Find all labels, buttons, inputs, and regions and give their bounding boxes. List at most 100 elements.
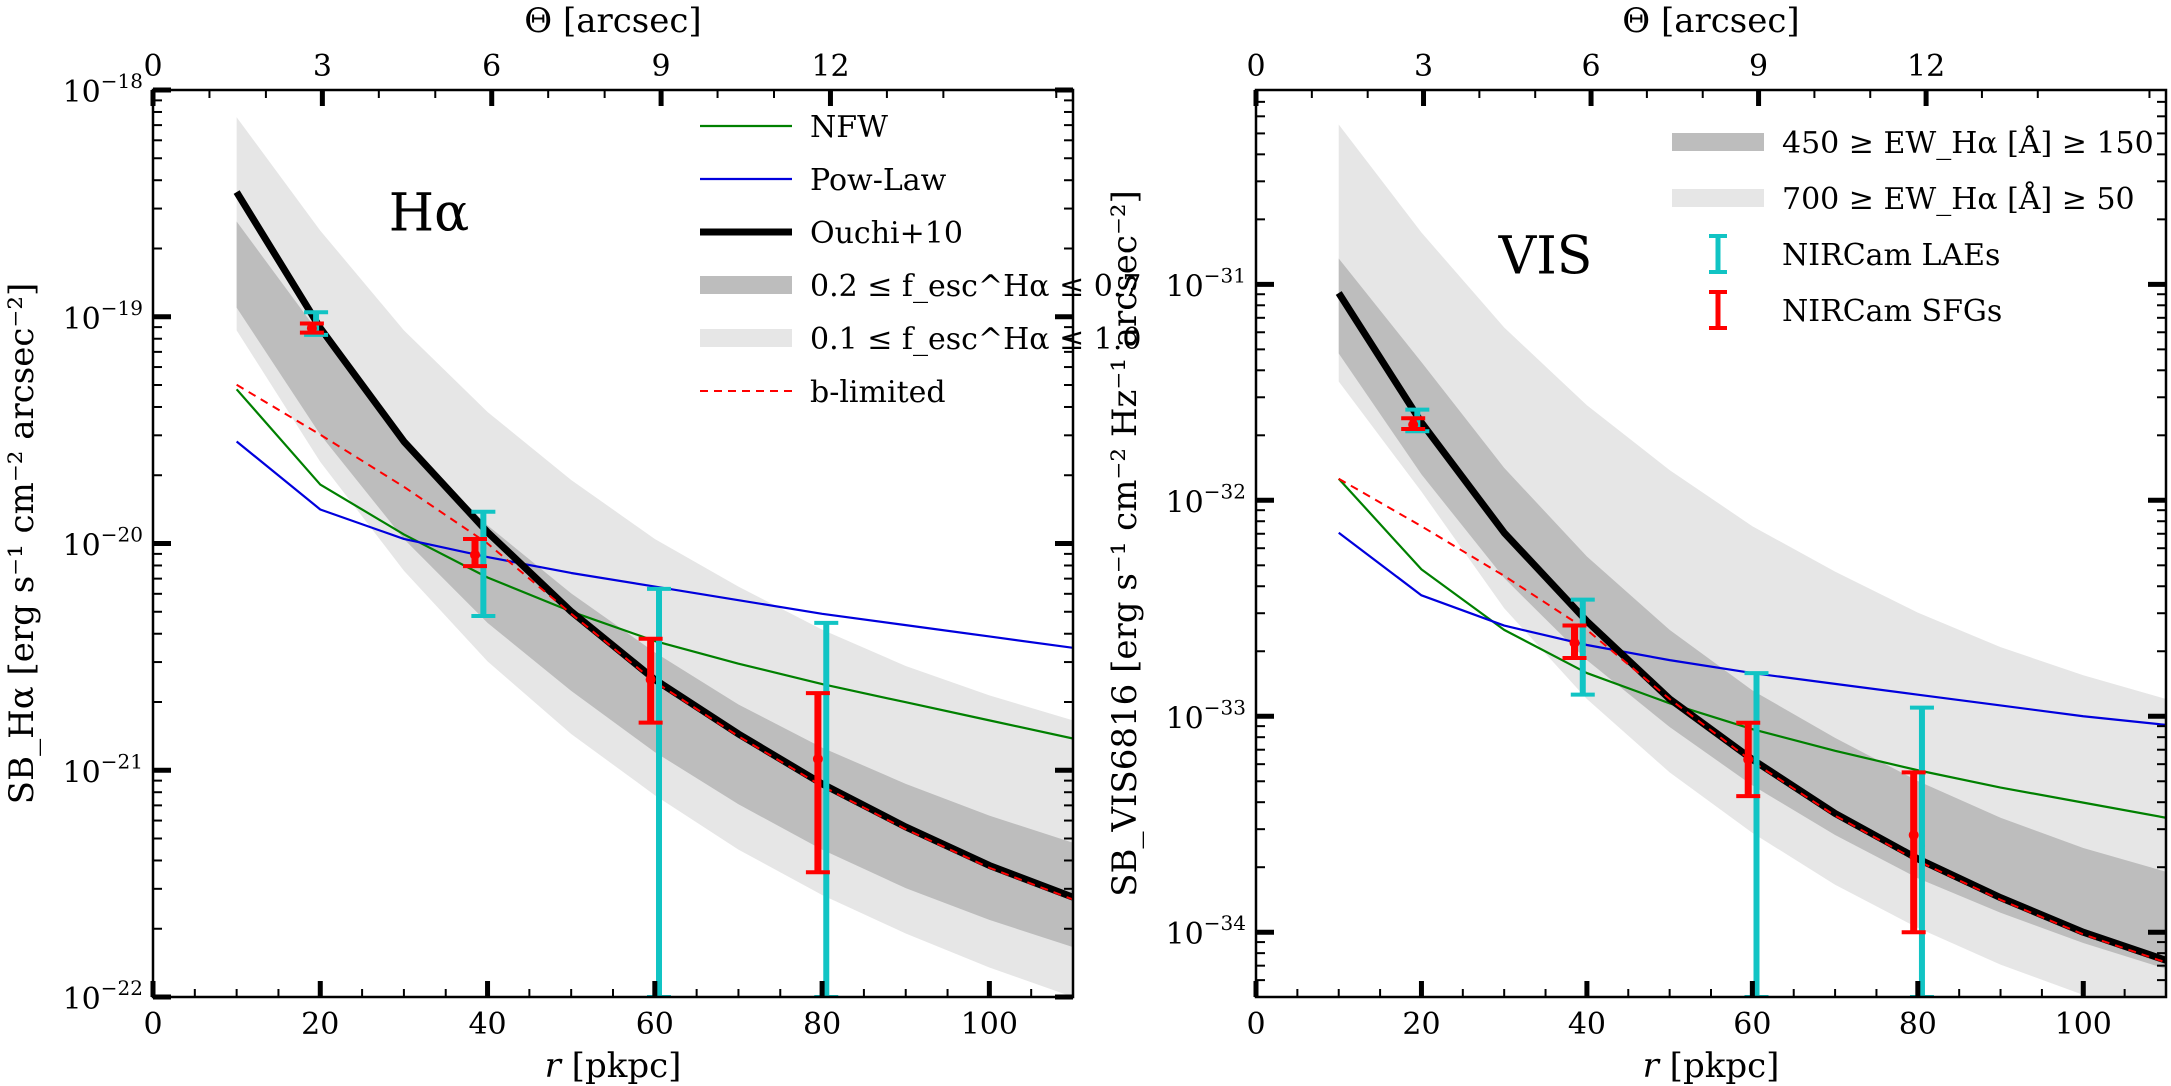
y-tick-label: 10−32: [1166, 479, 1246, 520]
y-tick-exponent: −21: [101, 749, 143, 773]
y-tick-label: 10−22: [63, 976, 143, 1017]
x-tick-label: 40: [1568, 1007, 1606, 1042]
y-tick-label: 10−34: [1166, 911, 1246, 952]
plot-area: [1335, 124, 2166, 997]
y-tick-base: 10: [63, 302, 101, 337]
y-tick-exponent: −22: [101, 976, 143, 1000]
legend-swatch: [1672, 133, 1764, 151]
errorbar-lae: [1570, 597, 1595, 697]
errorbar-point: [1408, 419, 1419, 430]
top-tick-label: 9: [1749, 49, 1768, 84]
x-tick-label: 60: [1733, 1007, 1771, 1042]
x-tick-label: 0: [143, 1007, 162, 1042]
x-tick-label: 80: [803, 1007, 841, 1042]
y-tick-label: 10−18: [63, 69, 143, 110]
y-axis-label: SB_VIS6816 [erg s⁻¹ cm⁻² Hz⁻¹ arcsec⁻²]: [1105, 190, 1145, 897]
y-tick-label: 10−20: [63, 523, 143, 564]
legend-label: 0.2 ≤ f_esc^Hα ≤ 0.7: [810, 269, 1141, 304]
series-line-b-limited: [1338, 477, 2166, 964]
y-tick-exponent: −20: [101, 523, 143, 547]
errorbar-point: [812, 753, 823, 764]
errorbar-sfg: [299, 321, 324, 335]
x-axis-unit: [pkpc]: [1659, 1046, 1780, 1086]
y-tick-base: 10: [63, 75, 101, 110]
legend-label: 0.1 ≤ f_esc^Hα ≤ 1.0: [810, 322, 1141, 357]
errorbar-point: [470, 549, 480, 560]
legend-label: 700 ≥ EW_Hα [Å] ≥ 50: [1782, 181, 2135, 217]
x-tick-label: 0: [1246, 1007, 1265, 1042]
errorbar-point: [1569, 637, 1580, 648]
legend-swatch: [1672, 189, 1764, 207]
errorbar-point: [656, 676, 662, 683]
legend-label: NIRCam SFGs: [1782, 294, 2002, 329]
legend-label: Ouchi+10: [810, 216, 963, 251]
series-line-nfw: [235, 388, 1073, 740]
top-tick-label: 9: [652, 49, 671, 84]
legend-label: b-limited: [810, 375, 946, 410]
x-tick-label: 100: [2055, 1007, 2112, 1042]
y-tick-exponent: −18: [101, 69, 143, 93]
errorbar-lae: [647, 586, 671, 997]
y-tick-label: 10−33: [1166, 695, 1246, 736]
y-axis-label: SB_Hα [erg s⁻¹ cm⁻² arcsec⁻²]: [2, 283, 42, 804]
band-1: [236, 221, 1073, 948]
y-tick-label: 10−31: [1166, 263, 1246, 304]
panel-annotation: Hα: [389, 184, 469, 244]
band-1: [1338, 258, 2166, 969]
legend-label: 450 ≥ EW_Hα [Å] ≥ 150: [1782, 125, 2154, 161]
legend-item: NIRCam SFGs: [1709, 290, 2002, 330]
errorbar-sfg: [1562, 623, 1587, 660]
legend-label: NIRCam LAEs: [1782, 238, 2000, 273]
top-tick-label: 6: [1581, 49, 1600, 84]
x-tick-label: 100: [961, 1007, 1018, 1042]
top-tick-label: 0: [1246, 49, 1265, 84]
y-tick-base: 10: [63, 982, 101, 1017]
plot-area: [233, 117, 1073, 997]
y-tick-base: 10: [63, 529, 101, 564]
x-tick-label: 40: [468, 1007, 506, 1042]
errorbar-sfg: [1736, 720, 1761, 799]
top-tick-label: 3: [313, 49, 332, 84]
legend-item: Pow-Law: [700, 163, 947, 198]
legend-swatch: [700, 329, 792, 347]
errorbar-sfg: [805, 691, 830, 875]
y-tick-exponent: −31: [1204, 263, 1246, 287]
legend-label: NFW: [810, 110, 888, 145]
y-tick-base: 10: [1166, 917, 1204, 952]
y-tick-base: 10: [1166, 269, 1204, 304]
x-axis-label: r [pkpc]: [545, 1046, 682, 1086]
x-axis-var: r: [1643, 1046, 1661, 1086]
errorbar-point: [645, 674, 656, 685]
x-tick-label: 60: [636, 1007, 674, 1042]
y-tick-base: 10: [1166, 485, 1204, 520]
series-line-pow-law: [235, 440, 1073, 649]
legend-item: 450 ≥ EW_Hα [Å] ≥ 150: [1672, 125, 2154, 161]
errorbar-sfg: [1901, 770, 1926, 935]
x-axis-unit: [pkpc]: [561, 1046, 682, 1086]
y-tick-base: 10: [1166, 701, 1204, 736]
top-axis-label: Θ [arcsec]: [524, 1, 701, 41]
legend-item: 0.1 ≤ f_esc^Hα ≤ 1.0: [700, 322, 1141, 357]
legend-item: b-limited: [700, 375, 946, 410]
errorbar-sfg: [638, 636, 663, 725]
errorbar-point: [1743, 754, 1754, 765]
errorbar-point: [306, 323, 317, 334]
top-tick-label: 12: [811, 49, 849, 84]
top-tick-label: 12: [1907, 49, 1945, 84]
legend-label: Pow-Law: [810, 163, 947, 198]
errorbar-point: [480, 545, 487, 552]
errorbar-point: [823, 789, 830, 796]
y-tick-exponent: −19: [101, 296, 143, 320]
errorbar-point: [1918, 842, 1925, 849]
legend-item: Ouchi+10: [700, 216, 963, 251]
series-line-nfw: [1337, 477, 2166, 819]
top-tick-label: 0: [143, 49, 162, 84]
top-tick-label: 6: [482, 49, 501, 84]
panel-annotation: VIS: [1498, 227, 1593, 287]
errorbar-lae: [471, 509, 496, 619]
errorbar-point: [1579, 648, 1586, 655]
y-tick-exponent: −32: [1204, 479, 1246, 503]
errorbar-point: [1908, 830, 1919, 841]
